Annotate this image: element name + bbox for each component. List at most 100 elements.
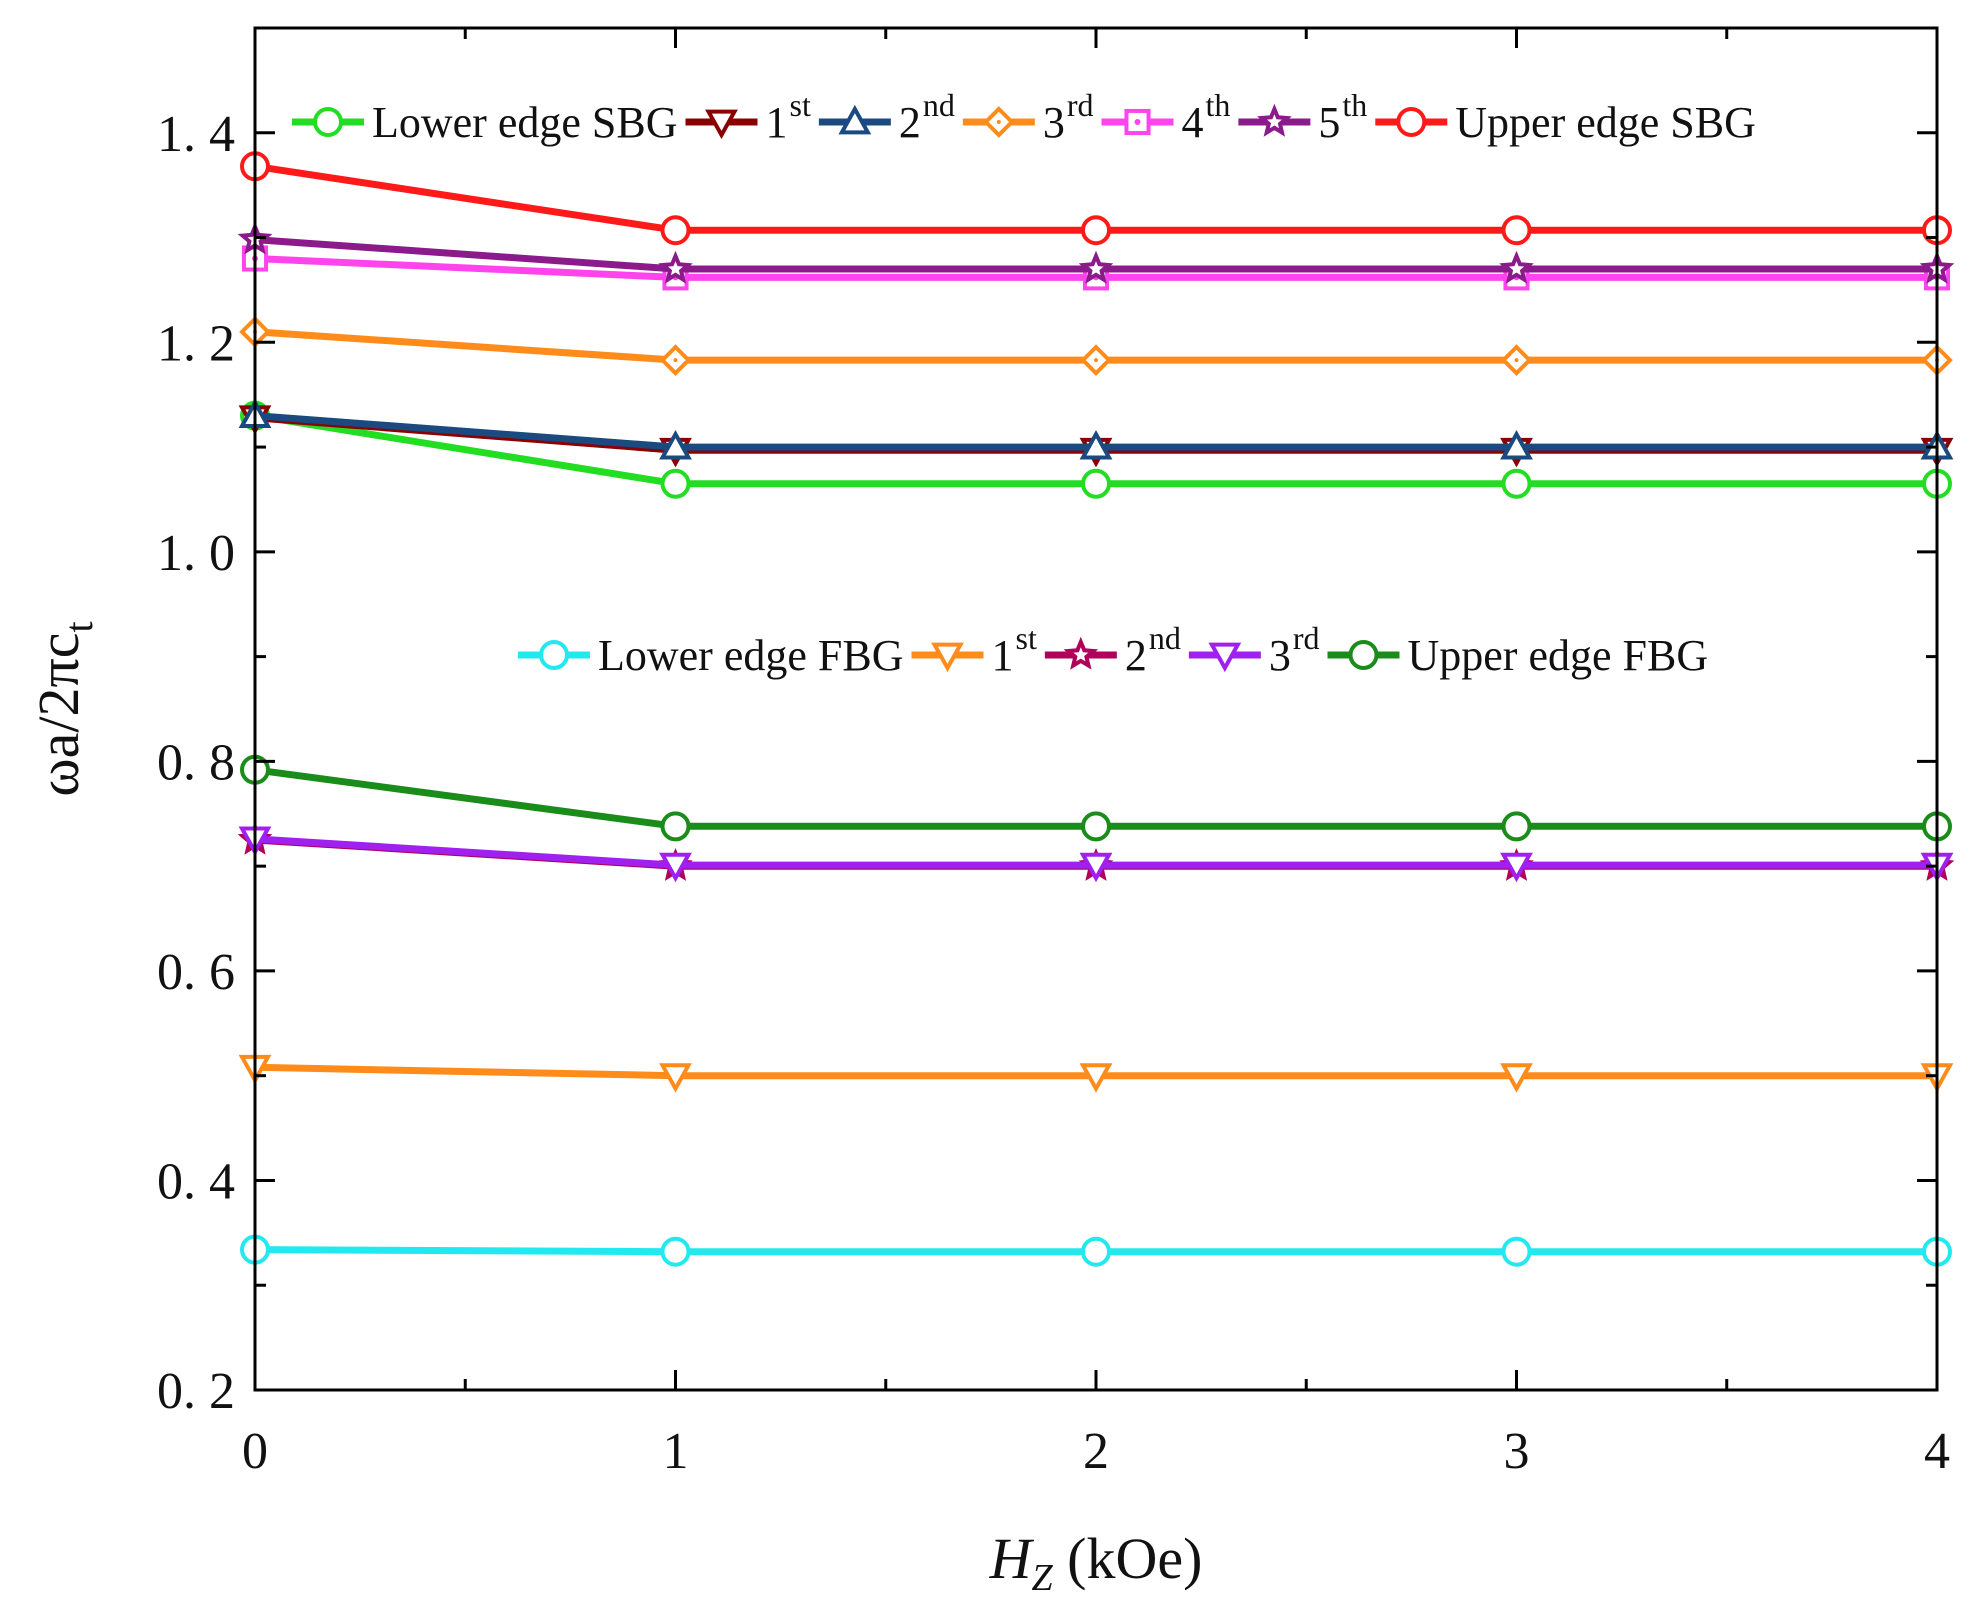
y-tick-label: 0. 2: [157, 1363, 235, 1420]
data-point: [1079, 1063, 1113, 1093]
data-point: [660, 468, 691, 499]
y-axis-title: ωa/2πct: [26, 621, 101, 796]
series-fbg-1st: [238, 1054, 1954, 1093]
legend-swatch-marker: [1063, 636, 1099, 670]
x-axis-sub: Z: [1031, 1557, 1053, 1599]
x-tick-label: 1: [663, 1423, 689, 1480]
series-fbg-lower-edge-fbg: [240, 1234, 1952, 1267]
data-point: [1079, 852, 1113, 883]
x-axis-unit: (kOe): [1053, 1526, 1203, 1591]
legend-swatch-marker-center: [996, 120, 1001, 124]
legend-label: 3: [1043, 98, 1065, 147]
x-tick-label: 2: [1083, 1423, 1109, 1480]
data-point: [1501, 1236, 1532, 1267]
data-point: [658, 250, 693, 284]
y-axis-main: ωa/2πc: [26, 633, 91, 797]
data-point: [1081, 468, 1111, 499]
data-point: [1079, 429, 1113, 460]
series-sbg-3rd: [239, 316, 1953, 376]
legend-swatch-marker: [1348, 640, 1379, 670]
legend-label: 4: [1182, 98, 1204, 147]
x-axis-var: H: [989, 1526, 1035, 1591]
x-tick-label: 3: [1504, 1423, 1530, 1480]
legend-label: 1: [992, 631, 1014, 680]
data-point: [1500, 1063, 1533, 1093]
axis-titles: HZ (kOe) ωa/2πct: [26, 621, 1202, 1599]
legend-label: Lower edge FBG: [598, 631, 904, 680]
legend-swatch-marker: [539, 640, 569, 670]
x-tick-label: 0: [242, 1423, 268, 1480]
legend-label: 5: [1318, 98, 1340, 147]
legend-swatch-marker: [1396, 107, 1427, 137]
legend-label: Lower edge SBG: [372, 98, 678, 147]
series-sbg-lower-edge-sbg: [240, 400, 1952, 499]
legend-item-upper-edge-fbg: Upper edge FBG: [1327, 631, 1709, 680]
data-point: [659, 852, 692, 883]
legend-swatch-marker: [1257, 103, 1292, 137]
y-tick-label: 1. 2: [157, 315, 235, 372]
legend-label: 3: [1269, 631, 1291, 680]
legend-swatch-marker: [838, 104, 872, 135]
series-fbg-upper-edge-fbg: [240, 754, 1952, 842]
legend-swatch-marker: [313, 107, 343, 137]
legend-item-lower-edge-sbg: Lower edge SBG: [292, 98, 678, 147]
legend-label: 1: [766, 98, 788, 147]
series-sbg-5th: [237, 221, 1955, 284]
legend-label-sup: th: [1206, 87, 1231, 123]
legend-label: Upper edge FBG: [1408, 631, 1709, 680]
legend-label-sup: th: [1342, 87, 1367, 123]
data-point: [660, 811, 691, 842]
series-sbg-upper-edge-sbg: [240, 151, 1952, 246]
data-point: [1081, 215, 1111, 246]
y-tick-label: 1. 0: [157, 525, 235, 582]
legend-swatch-marker: [1208, 642, 1242, 673]
data-point: [1500, 852, 1533, 883]
data-point: [660, 1236, 691, 1267]
legend-item-upper-edge-sbg: Upper edge SBG: [1375, 98, 1756, 147]
data-point: [1078, 250, 1114, 284]
x-axis-title: HZ (kOe): [989, 1526, 1203, 1599]
legend-label-sup: st: [1016, 620, 1037, 656]
data-point: [659, 429, 692, 460]
y-tick-label: 0. 8: [157, 734, 235, 791]
legend-label-sup: nd: [1149, 620, 1181, 656]
y-tick-label: 1. 4: [157, 106, 235, 163]
legend-label-sup: rd: [1067, 87, 1094, 123]
y-axis-title-group: ωa/2πct: [26, 621, 101, 796]
legend-swatch-marker: [705, 109, 738, 140]
data-point-center: [673, 358, 678, 363]
legend-label: 2: [1125, 631, 1147, 680]
legend-label-sup: rd: [1293, 620, 1320, 656]
legend-label-sup: st: [790, 87, 811, 123]
x-tick-label: 4: [1924, 1423, 1950, 1480]
y-tick-label: 0. 4: [157, 1153, 235, 1210]
legend-label-sup: nd: [923, 87, 955, 123]
axis-ticks: 0 1 2 3 4 0. 2 0. 4 0. 6 0. 8 1. 0 1. 2 1. 4: [157, 28, 1950, 1480]
legend-swatch-marker: [931, 642, 964, 673]
y-tick-label: 0. 6: [157, 944, 235, 1001]
data-point: [1081, 1236, 1111, 1267]
data-point: [1501, 468, 1532, 499]
data-point-center: [1094, 358, 1098, 363]
series-layer: [237, 151, 1955, 1267]
data-point: [1500, 429, 1533, 460]
data-point: [1081, 811, 1111, 842]
data-point-center: [1514, 358, 1519, 363]
legend-label: Upper edge SBG: [1455, 98, 1756, 147]
legend-swatch-marker-center: [1134, 119, 1141, 125]
series-sbg-2nd: [238, 398, 1954, 460]
data-point: [1501, 215, 1532, 246]
data-point: [1499, 250, 1534, 284]
data-point: [659, 1063, 692, 1093]
legend-label: 2: [899, 98, 921, 147]
